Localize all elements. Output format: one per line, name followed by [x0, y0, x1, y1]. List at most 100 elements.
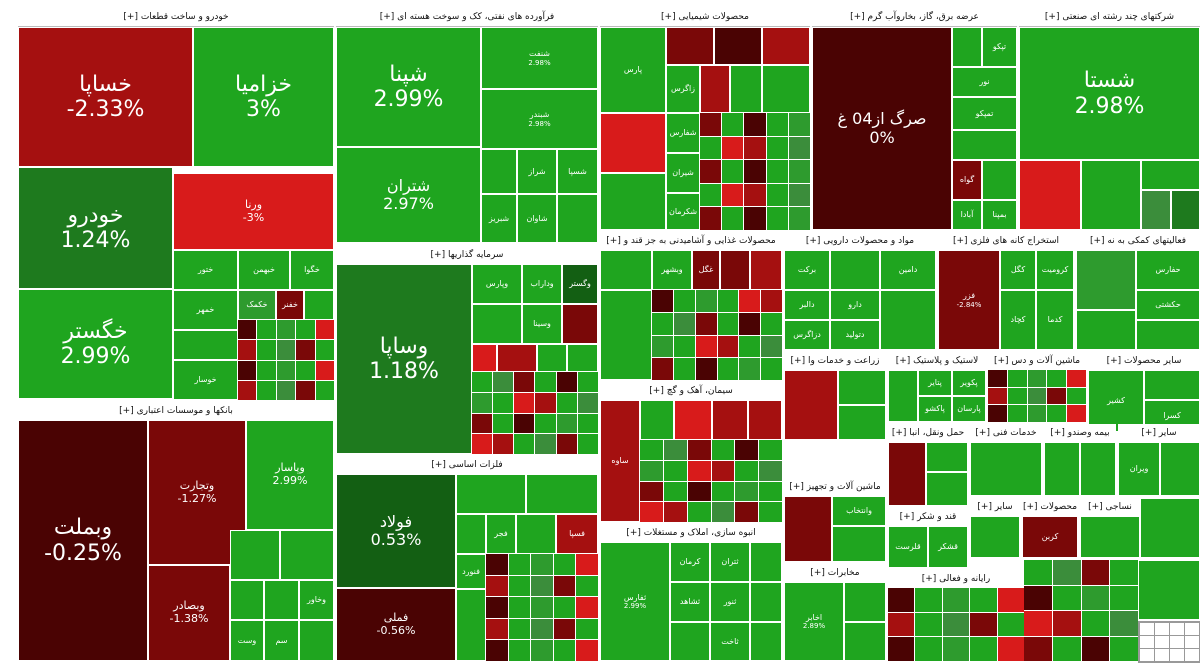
stock-tile[interactable]: [531, 640, 553, 661]
stock-tile[interactable]: [508, 597, 531, 618]
stock-tile[interactable]: [1081, 160, 1141, 230]
stock-tile[interactable]: [472, 304, 522, 344]
sector-header-chem[interactable]: محصولات شیمیایی [+]: [600, 8, 810, 27]
stock-tile[interactable]: [750, 622, 782, 661]
stock-tile[interactable]: [456, 474, 526, 514]
sector-header-bank[interactable]: بانکها و موسسات اعتباری [+]: [18, 402, 334, 421]
stock-tile-fsapa[interactable]: فسپا: [556, 514, 598, 554]
stock-tile[interactable]: [687, 440, 711, 460]
sector-header-rubber[interactable]: لاستیک و پلاستیک [+]: [888, 352, 986, 371]
stock-tile[interactable]: [788, 207, 810, 230]
stock-tile-vtjart[interactable]: وتجارت -1.27%: [148, 420, 246, 565]
stock-tile[interactable]: [717, 335, 739, 358]
stock-tile[interactable]: [830, 250, 880, 290]
stock-tile[interactable]: [576, 618, 598, 640]
stock-tile[interactable]: [952, 27, 982, 67]
sector-header-invest[interactable]: سرمایه گذاریها [+]: [336, 246, 598, 265]
stock-tile[interactable]: [750, 582, 782, 622]
stock-tile-tpkan[interactable]: تپکو: [982, 27, 1017, 67]
stock-tile[interactable]: [486, 554, 508, 575]
stock-tile-tash[interactable]: ثاخت: [710, 622, 750, 661]
stock-tile[interactable]: [1171, 190, 1200, 230]
stock-tile-shtran[interactable]: شتران 2.97%: [336, 147, 481, 243]
sector-header-transport[interactable]: حمل ونقل، انبا [+]: [888, 424, 968, 443]
stock-tile-fmli[interactable]: فملی -0.56%: [336, 588, 456, 661]
stock-tile[interactable]: [666, 27, 714, 65]
sector-header-cement[interactable]: سیمان، آهک و گچ [+]: [600, 382, 782, 401]
stock-tile-pars[interactable]: پارس: [600, 27, 666, 113]
stock-tile[interactable]: [761, 335, 782, 358]
stock-tile[interactable]: [576, 575, 598, 597]
stock-tile[interactable]: [493, 413, 514, 434]
stock-tile[interactable]: [735, 502, 759, 522]
stock-tile[interactable]: [280, 530, 334, 580]
stock-tile-khgostar[interactable]: خگستر 2.99%: [18, 289, 173, 399]
stock-tile[interactable]: [535, 372, 556, 392]
stock-tile[interactable]: [670, 622, 710, 661]
sector-header-other-prod[interactable]: سایر محصولات [+]: [1088, 352, 1200, 371]
stock-tile-zagros[interactable]: زاگرس: [666, 65, 700, 113]
stock-tile[interactable]: [915, 588, 942, 612]
stock-tile-kkl[interactable]: کرمان: [670, 542, 710, 582]
sector-header-machine[interactable]: ماشین آلات و دس [+]: [988, 352, 1086, 371]
sector-header-auto[interactable]: خودرو و ساخت قطعات [+]: [18, 8, 334, 27]
stock-tile[interactable]: [695, 312, 717, 335]
stock-tile-khbhmn[interactable]: خبهمن: [238, 250, 290, 290]
stock-tile[interactable]: [315, 340, 334, 360]
stock-tile[interactable]: [663, 460, 687, 481]
stock-tile[interactable]: [600, 250, 652, 290]
stock-tile[interactable]: [744, 113, 766, 136]
stock-tile-pashj[interactable]: پاکشو: [918, 396, 952, 422]
stock-tile[interactable]: [514, 392, 535, 413]
stock-tile[interactable]: [952, 130, 1017, 160]
stock-tile-vchdr[interactable]: وخاور: [299, 580, 334, 620]
stock-tile[interactable]: [556, 372, 577, 392]
stock-tile[interactable]: [1007, 405, 1027, 422]
stock-tile-tnvr[interactable]: ثنور: [710, 582, 750, 622]
stock-tile[interactable]: [497, 344, 537, 372]
stock-tile[interactable]: [735, 460, 759, 481]
stock-tile-hktn[interactable]: حکشتی: [1136, 290, 1200, 320]
stock-tile-kgol[interactable]: کگل: [1000, 250, 1036, 290]
stock-tile-khkmk[interactable]: خکمک: [238, 290, 276, 320]
stock-tile[interactable]: [1136, 320, 1200, 350]
stock-tile[interactable]: [1044, 442, 1080, 496]
stock-tile-damin[interactable]: دامین: [880, 250, 936, 290]
stock-tile[interactable]: [1067, 387, 1086, 405]
sector-header-aux[interactable]: فعالیتهای کمکی به نه [+]: [1076, 232, 1200, 251]
stock-tile-khtour[interactable]: ختور: [173, 250, 238, 290]
stock-tile-qlrst[interactable]: قلرست: [888, 526, 928, 568]
stock-tile-khmehr[interactable]: خمهر: [173, 290, 238, 330]
sector-header-multi[interactable]: شرکتهای چند رشته ای صنعتی [+]: [1019, 8, 1200, 27]
stock-tile[interactable]: [888, 588, 915, 612]
stock-tile[interactable]: [493, 372, 514, 392]
stock-tile[interactable]: [1052, 636, 1081, 661]
stock-tile-sarg[interactable]: صرگ از04 غ 0%: [812, 27, 952, 230]
stock-tile[interactable]: [784, 370, 838, 440]
stock-tile[interactable]: [299, 620, 334, 661]
stock-tile[interactable]: [556, 434, 577, 454]
stock-tile[interactable]: [238, 320, 257, 340]
sector-header-insurance[interactable]: بیمه وصندو [+]: [1044, 424, 1116, 443]
stock-tile[interactable]: [652, 312, 673, 335]
stock-tile-vbmlt[interactable]: وبملت -0.25%: [18, 420, 148, 661]
stock-tile[interactable]: [766, 160, 788, 183]
sector-header-telecom[interactable]: مخابرات [+]: [784, 564, 886, 583]
stock-tile[interactable]: [257, 360, 276, 380]
stock-tile[interactable]: [486, 618, 508, 640]
stock-tile[interactable]: [508, 640, 531, 661]
stock-tile[interactable]: [535, 434, 556, 454]
sector-header-it[interactable]: خدمات فنی [+]: [970, 424, 1042, 443]
stock-tile[interactable]: [456, 514, 486, 554]
stock-tile[interactable]: [711, 481, 735, 502]
stock-tile[interactable]: [553, 640, 576, 661]
stock-tile[interactable]: [486, 640, 508, 661]
stock-tile[interactable]: [230, 530, 280, 580]
stock-tile-shavan[interactable]: شاوان: [517, 194, 557, 243]
stock-tile-viran[interactable]: ویران: [1118, 442, 1160, 496]
stock-tile-shiran[interactable]: شیران: [666, 153, 700, 193]
stock-tile[interactable]: [1007, 387, 1027, 405]
stock-tile[interactable]: [264, 580, 299, 620]
stock-tile-nvr[interactable]: نور: [952, 67, 1017, 97]
stock-tile-dtoli[interactable]: دتولید: [830, 320, 880, 350]
